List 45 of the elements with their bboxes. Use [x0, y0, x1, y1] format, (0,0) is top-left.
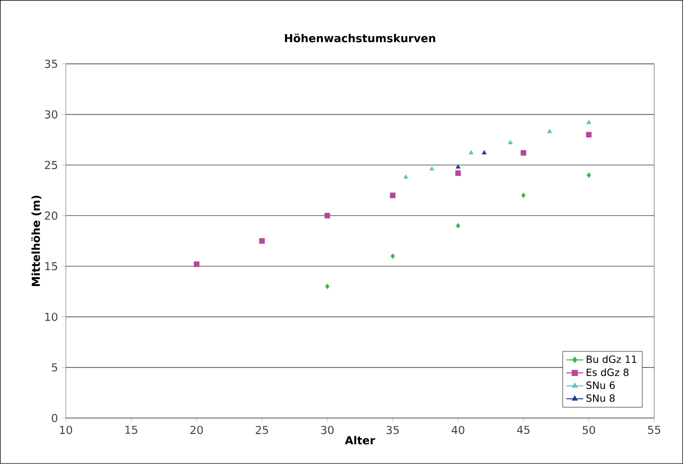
y-axis-title: Mittelhöhe (m): [31, 196, 42, 286]
y-tick-label: 15: [45, 262, 58, 270]
point: [456, 164, 461, 169]
x-tick-label: 20: [190, 426, 203, 434]
point: [586, 132, 592, 138]
point: [403, 174, 408, 179]
chart-title: Höhenwachstumskurven: [285, 34, 436, 42]
point: [586, 172, 591, 178]
point: [429, 166, 434, 171]
x-axis-title: Alter: [344, 436, 376, 444]
legend-label: SNu 8: [586, 394, 615, 402]
point: [194, 261, 200, 268]
legend-label: Es dGz 8: [586, 368, 629, 376]
point: [259, 238, 265, 244]
x-tick-label: 55: [648, 426, 660, 434]
y-tick-label: 25: [44, 160, 58, 170]
x-tick-label: 45: [517, 426, 530, 434]
legend-label: Bu dGz 11: [586, 355, 636, 364]
x-tick-label: 10: [60, 426, 72, 434]
point: [586, 120, 592, 124]
x-tick-label: 40: [452, 426, 464, 434]
y-tick-label: 20: [44, 212, 58, 220]
point: [325, 284, 330, 290]
point: [521, 192, 526, 198]
point: [455, 170, 461, 176]
x-tick-label: 50: [582, 426, 596, 434]
point: [390, 253, 395, 259]
x-tick-label: 15: [125, 426, 138, 434]
y-tick-label: 10: [45, 312, 58, 322]
x-tick-label: 35: [386, 426, 399, 434]
y-tick-label: 5: [52, 363, 58, 372]
point: [456, 223, 460, 229]
point: [547, 128, 552, 134]
y-tick-label: 0: [52, 414, 58, 422]
point: [508, 140, 513, 144]
x-tick-label: 30: [321, 426, 334, 434]
x-tick-label: 25: [256, 426, 268, 434]
point: [324, 212, 330, 218]
point: [468, 150, 474, 154]
point: [390, 192, 396, 198]
legend-label: SNu 6: [586, 382, 615, 390]
y-tick-label: 35: [44, 60, 58, 68]
y-tick-label: 30: [44, 110, 58, 119]
point: [482, 150, 487, 154]
point: [520, 150, 526, 156]
